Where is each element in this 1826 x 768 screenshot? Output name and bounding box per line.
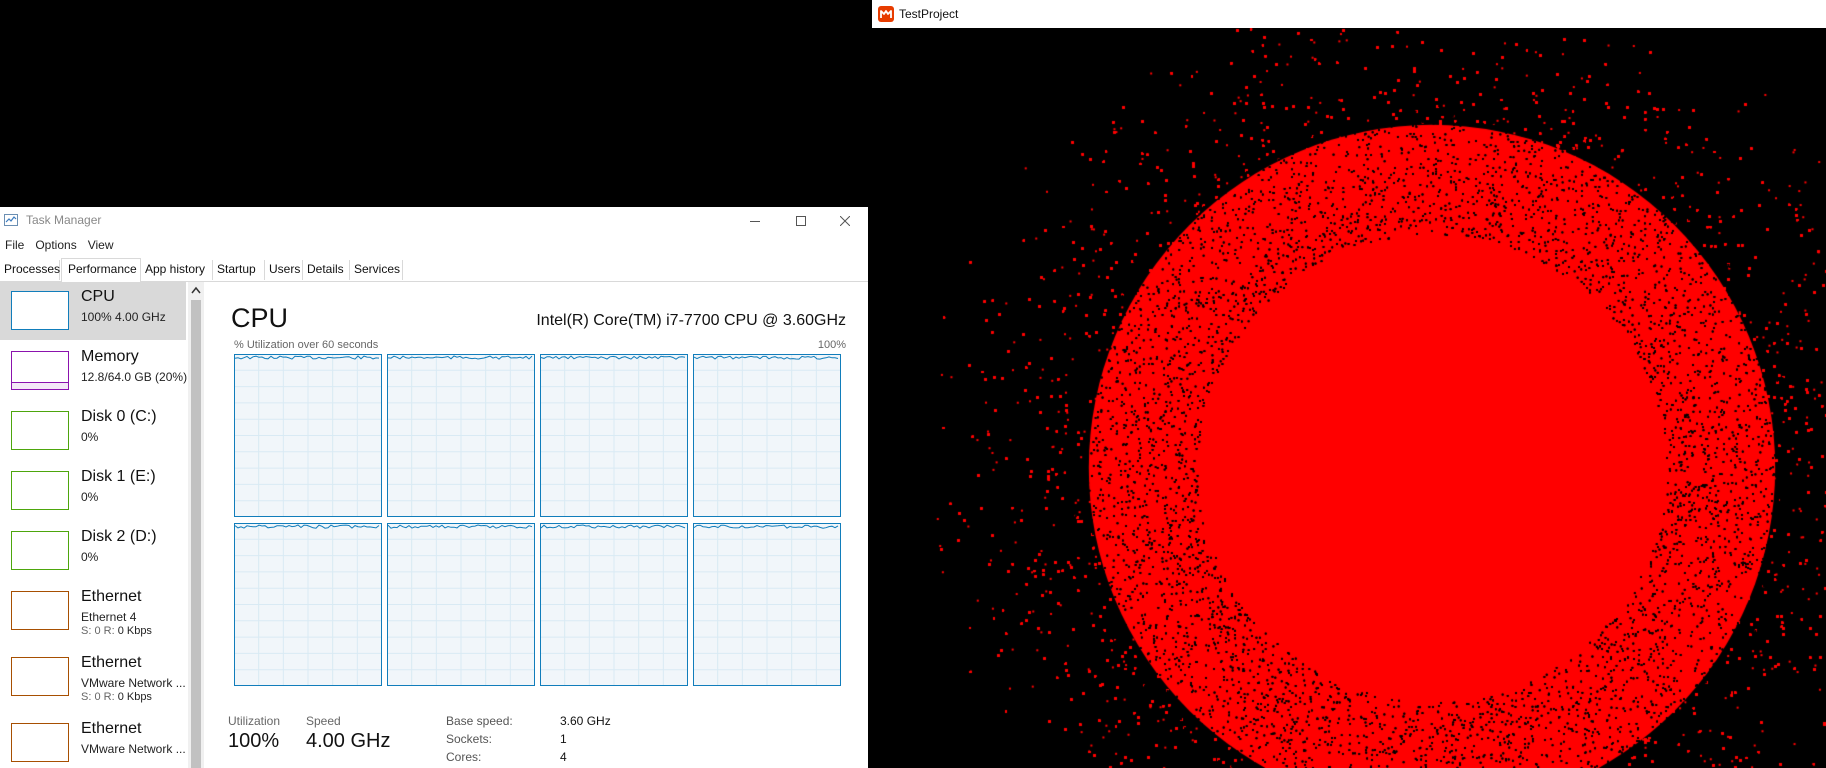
- resource-name: Ethernet: [81, 588, 142, 605]
- resource-cpu[interactable]: CPU 100% 4.00 GHz: [0, 282, 186, 340]
- resource-ethernet-4[interactable]: Ethernet Ethernet 4 S: 0 R: 0 Kbps: [0, 582, 186, 646]
- cores-label: Cores:: [446, 750, 482, 764]
- resource-name: Ethernet: [81, 654, 142, 671]
- title-bar[interactable]: Task Manager: [0, 207, 868, 234]
- speed-value: 4.00 GHz: [306, 730, 391, 752]
- resource-name: Disk 2 (D:): [81, 528, 157, 545]
- tab-users[interactable]: Users: [265, 260, 303, 280]
- tab-processes[interactable]: Processes: [0, 260, 60, 280]
- panel-title: CPU: [231, 303, 289, 333]
- resource-value: VMware Network ...: [81, 742, 186, 756]
- menu-bar: File Options View: [0, 234, 120, 256]
- menu-view[interactable]: View: [87, 238, 114, 252]
- resource-disk-2[interactable]: Disk 2 (D:) 0%: [0, 522, 186, 580]
- resource-thumbnail: [11, 411, 69, 450]
- cpu-stats: Utilization 100% Speed 4.00 GHz Base spe…: [228, 714, 854, 768]
- resource-value: VMware Network ...: [81, 676, 186, 690]
- graph-caption: % Utilization over 60 seconds: [234, 339, 379, 351]
- window-title: Task Manager: [26, 213, 102, 227]
- resource-thumbnail: [11, 471, 69, 510]
- maximize-button[interactable]: [778, 207, 824, 234]
- resource-name: Memory: [81, 348, 139, 365]
- tab-details[interactable]: Details: [303, 260, 350, 280]
- resource-value: Ethernet 4: [81, 610, 137, 624]
- menu-options[interactable]: Options: [35, 238, 77, 252]
- base-speed-label: Base speed:: [446, 714, 513, 728]
- maximize-icon: [796, 215, 806, 226]
- resource-name: Disk 1 (E:): [81, 468, 156, 485]
- scroll-up-arrow-icon[interactable]: [191, 286, 201, 294]
- tab-startup[interactable]: Startup: [213, 260, 265, 280]
- resource-memory[interactable]: Memory 12.8/64.0 GB (20%): [0, 342, 188, 400]
- memory-usage-strip: [12, 382, 68, 389]
- scrollbar-thumb[interactable]: [191, 300, 201, 768]
- menu-file[interactable]: File: [5, 238, 25, 252]
- resource-ethernet-vmware-2[interactable]: Ethernet VMware Network ...: [0, 714, 186, 768]
- monogame-app-icon: [878, 6, 894, 22]
- resource-thumbnail: [11, 351, 69, 390]
- resource-name: Disk 0 (C:): [81, 408, 157, 425]
- cpu-performance-panel: CPU Intel(R) Core(TM) i7-7700 CPU @ 3.60…: [206, 282, 868, 768]
- close-button[interactable]: [822, 207, 868, 234]
- resource-thumbnail: [11, 657, 69, 696]
- sockets-label: Sockets:: [446, 732, 493, 746]
- cores-value: 4: [560, 750, 567, 764]
- logical-processor-graphs[interactable]: [234, 354, 846, 690]
- resource-throughput: S: 0 R: 0 Kbps: [81, 691, 152, 703]
- test-project-window: TestProject: [872, 0, 1826, 768]
- minimize-button[interactable]: [732, 207, 778, 234]
- sockets-value: 1: [560, 732, 567, 746]
- resource-value: 100% 4.00 GHz: [81, 310, 166, 324]
- resource-disk-1[interactable]: Disk 1 (E:) 0%: [0, 462, 186, 520]
- resource-thumbnail: [11, 291, 69, 330]
- cpu-model-name: Intel(R) Core(TM) i7-7700 CPU @ 3.60GHz: [536, 312, 846, 329]
- render-canvas[interactable]: [872, 28, 1826, 768]
- core-graph-3: [693, 354, 841, 517]
- task-manager-app-icon: [4, 214, 18, 226]
- title-bar[interactable]: TestProject: [872, 0, 1826, 28]
- core-graph-7: [693, 523, 841, 686]
- window-title: TestProject: [899, 7, 959, 21]
- resource-ethernet-vmware-1[interactable]: Ethernet VMware Network ... S: 0 R: 0 Kb…: [0, 648, 186, 712]
- task-manager-window: Task Manager File Options View Processes…: [0, 207, 868, 768]
- core-graph-6: [540, 523, 688, 686]
- tab-app-history[interactable]: App history: [141, 260, 213, 280]
- core-graph-4: [234, 523, 382, 686]
- tab-performance[interactable]: Performance: [61, 258, 141, 282]
- speed-label: Speed: [306, 714, 341, 728]
- resource-thumbnail: [11, 531, 69, 570]
- utilization-value: 100%: [228, 730, 280, 752]
- resource-thumbnail: [11, 723, 69, 762]
- resource-value: 0%: [81, 490, 99, 504]
- resource-name: Ethernet: [81, 720, 142, 737]
- resource-value: 0%: [81, 430, 99, 444]
- core-graph-2: [540, 354, 688, 517]
- resource-value: 12.8/64.0 GB (20%): [81, 370, 188, 384]
- tab-bar: Processes Performance App history Startu…: [0, 258, 868, 282]
- core-graph-0: [234, 354, 382, 517]
- resource-throughput: S: 0 R: 0 Kbps: [81, 625, 152, 637]
- resource-sidebar: CPU 100% 4.00 GHz Memory 12.8/64.0 GB (2…: [0, 282, 204, 768]
- base-speed-value: 3.60 GHz: [560, 714, 611, 728]
- minimize-icon: [750, 220, 760, 222]
- core-graph-5: [387, 523, 535, 686]
- tab-services[interactable]: Services: [350, 260, 403, 280]
- graph-max-label: 100%: [817, 339, 846, 351]
- sidebar-scrollbar[interactable]: [188, 282, 204, 768]
- resource-value: 0%: [81, 550, 99, 564]
- close-icon: [840, 215, 850, 226]
- resource-name: CPU: [81, 288, 115, 305]
- core-graph-1: [387, 354, 535, 517]
- resource-thumbnail: [11, 591, 69, 630]
- utilization-label: Utilization: [228, 714, 281, 728]
- resource-disk-0[interactable]: Disk 0 (C:) 0%: [0, 402, 186, 460]
